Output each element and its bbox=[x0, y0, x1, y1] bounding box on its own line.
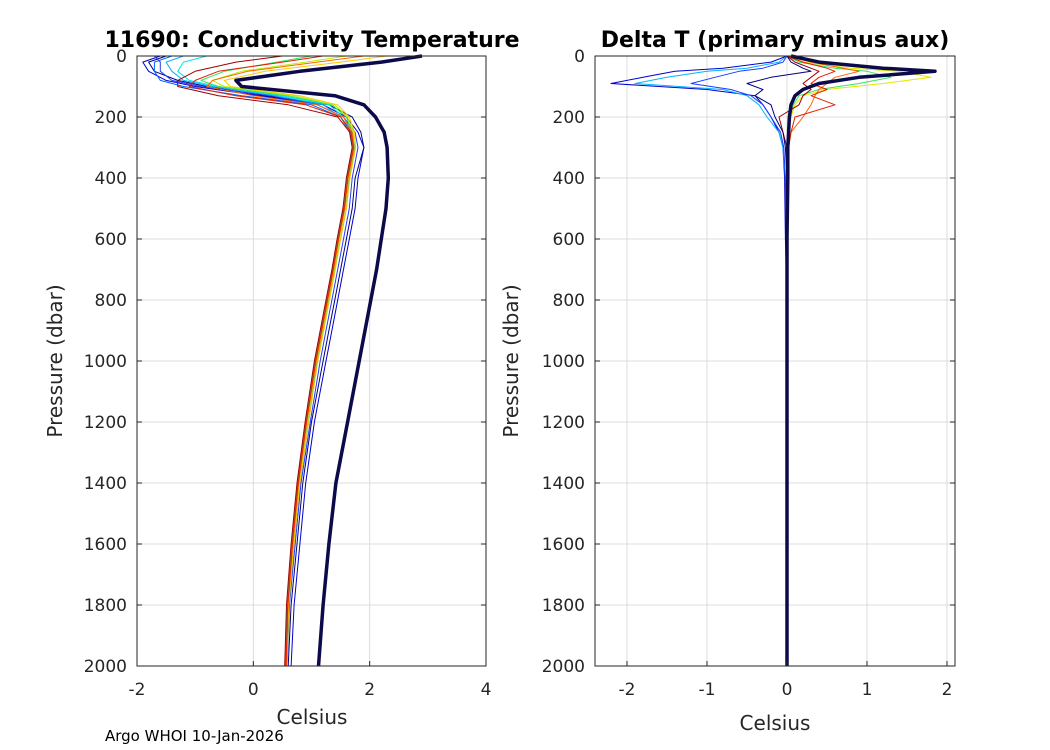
conductivity-temperature-panel: -2 0 2 4 0 200 400 600 800 1000 1200 1400 1600 1800 20… bbox=[43, 28, 520, 729]
profile-lines bbox=[142, 54, 423, 667]
y-tick-label: 600 bbox=[95, 230, 127, 250]
y-tick-label: 200 bbox=[95, 108, 127, 128]
y-tick-label: 1200 bbox=[542, 413, 585, 433]
x-tick-label: 2 bbox=[364, 680, 375, 700]
y-axis-label: Pressure (dbar) bbox=[499, 284, 523, 437]
series-line bbox=[212, 55, 355, 667]
y-tick-label: 400 bbox=[95, 169, 127, 189]
series-line bbox=[234, 54, 423, 667]
y-tick-label: 2000 bbox=[542, 657, 585, 677]
profile-lines bbox=[610, 54, 937, 666]
y-tick-label: 1400 bbox=[542, 474, 585, 494]
y-tick-label: 1000 bbox=[84, 352, 127, 372]
chart-title: Delta T (primary minus aux) bbox=[601, 28, 950, 53]
x-axis-label: Celsius bbox=[740, 711, 811, 735]
y-tick-label: 2000 bbox=[84, 657, 127, 677]
x-tick-label: 0 bbox=[248, 680, 259, 700]
y-tick-label: 1200 bbox=[84, 413, 127, 433]
y-tick-label: 1800 bbox=[84, 596, 127, 616]
grid-lines bbox=[136, 55, 487, 667]
x-tick-label: 2 bbox=[942, 680, 953, 700]
x-axis-label: Celsius bbox=[277, 705, 348, 729]
x-tick-label: 4 bbox=[481, 680, 492, 700]
y-tick-label: 1600 bbox=[542, 535, 585, 555]
y-tick-label: 400 bbox=[553, 169, 585, 189]
y-tick-label: 1000 bbox=[542, 352, 585, 372]
series-line bbox=[177, 55, 353, 667]
x-tick-label: 1 bbox=[862, 680, 873, 700]
y-tick-label: 1800 bbox=[542, 596, 585, 616]
series-line bbox=[142, 55, 365, 667]
x-tick-label: 0 bbox=[782, 680, 793, 700]
y-tick-label: 600 bbox=[553, 230, 585, 250]
y-tick-label: 0 bbox=[574, 47, 585, 67]
footer-credit: Argo WHOI 10-Jan-2026 bbox=[105, 727, 284, 745]
series-line bbox=[785, 54, 937, 666]
tick-labels: -2 -1 0 1 2 0 200 400 600 800 1000 1200 1400 1600 1800… bbox=[542, 47, 955, 700]
delta-t-panel: -2 -1 0 1 2 0 200 400 600 800 1000 1200 1400 1600 1800… bbox=[499, 28, 956, 735]
y-tick-label: 1400 bbox=[84, 474, 127, 494]
series-line bbox=[206, 55, 364, 667]
y-tick-label: 200 bbox=[553, 108, 585, 128]
tick-labels: -2 0 2 4 0 200 400 600 800 1000 1200 1400 1600 1800 20… bbox=[84, 47, 492, 700]
series-line bbox=[154, 55, 359, 667]
x-tick-label: -2 bbox=[129, 680, 146, 700]
chart-title: 11690: Conductivity Temperature bbox=[104, 28, 519, 53]
y-tick-label: 800 bbox=[553, 291, 585, 311]
x-tick-label: -1 bbox=[699, 680, 716, 700]
x-tick-label: -2 bbox=[619, 680, 636, 700]
y-tick-label: 1600 bbox=[84, 535, 127, 555]
series-line bbox=[188, 55, 354, 667]
grid-lines bbox=[595, 55, 955, 667]
y-axis-label: Pressure (dbar) bbox=[43, 284, 67, 437]
series-line bbox=[223, 55, 388, 667]
y-tick-label: 0 bbox=[116, 47, 127, 67]
y-tick-label: 800 bbox=[95, 291, 127, 311]
